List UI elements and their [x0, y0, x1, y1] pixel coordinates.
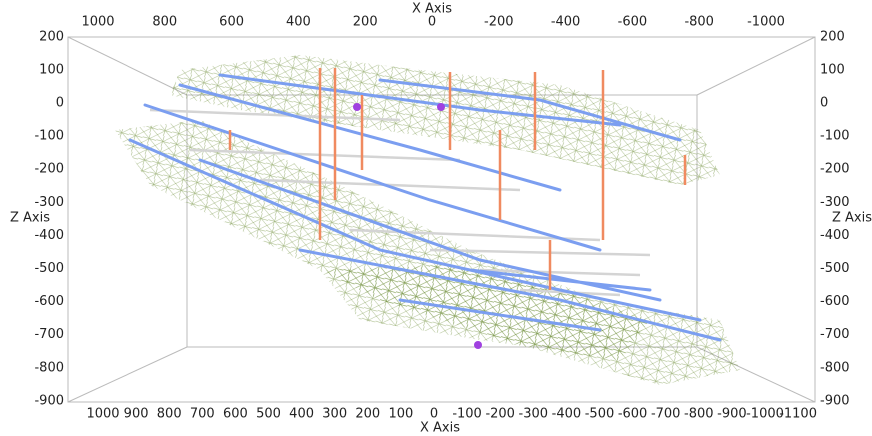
bottom-tick-label: 200: [355, 407, 380, 422]
bottom-tick-label: 400: [289, 407, 314, 422]
bottom-tick-label: -600: [618, 407, 648, 422]
right-tick-label: -300: [820, 195, 850, 210]
right-tick-label: 200: [820, 29, 845, 44]
top-axis-title: X Axis: [412, 2, 452, 17]
bottom-tick-label: 600: [223, 407, 248, 422]
bottom-tick-label: 100: [388, 407, 413, 422]
top-tick-label: -600: [618, 15, 648, 30]
left-tick-label: -500: [34, 261, 64, 276]
top-tick-label: -1000: [747, 15, 785, 30]
left-tick-label: 0: [56, 96, 64, 111]
right-axis-title: Z Axis: [832, 211, 872, 226]
bottom-tick-label: -900: [717, 407, 747, 422]
bottom-tick-label: -700: [651, 407, 681, 422]
grey-traces: [149, 108, 651, 297]
bottom-tick-label: -800: [684, 407, 714, 422]
bottom-tick-label: 1000: [86, 407, 119, 422]
bottom-tick-label: 300: [322, 407, 347, 422]
mesh: [115, 55, 740, 385]
left-tick-label: -800: [34, 360, 64, 375]
left-tick-label: -600: [34, 294, 64, 309]
bottom-tick-label: -300: [519, 407, 549, 422]
right-tick-label: 100: [820, 62, 845, 77]
right-tick-label: -200: [820, 162, 850, 177]
right-tick-label: -600: [820, 294, 850, 309]
bottom-tick-label: 700: [190, 407, 215, 422]
top-tick-label: 0: [428, 15, 436, 30]
top-tick-label: 1000: [81, 15, 114, 30]
top-tick-label: 200: [353, 15, 378, 30]
left-tick-label: -900: [34, 393, 64, 408]
top-tick-label: -400: [551, 15, 581, 30]
left-tick-label: -200: [34, 162, 64, 177]
top-tick-label: 600: [219, 15, 244, 30]
drillholes: [228, 68, 687, 290]
left-axis-title: Z Axis: [10, 211, 50, 226]
top-tick-label: 800: [152, 15, 177, 30]
left-tick-label: -300: [34, 195, 64, 210]
right-tick-label: 0: [820, 96, 828, 111]
left-tick-label: -400: [34, 228, 64, 243]
right-tick-label: -900: [820, 393, 850, 408]
left-tick-label: 100: [39, 62, 64, 77]
bottom-tick-label: -400: [552, 407, 582, 422]
markers: [353, 103, 482, 349]
bottom-tick-label: -100: [452, 407, 482, 422]
bottom-tick-label: 800: [157, 407, 182, 422]
bottom-tick-label: -1000: [746, 407, 784, 422]
bottom-tick-label: 500: [256, 407, 281, 422]
top-tick-label: 400: [286, 15, 311, 30]
right-tick-label: -100: [820, 129, 850, 144]
top-tick-label: -800: [684, 15, 714, 30]
left-tick-label: 200: [39, 29, 64, 44]
right-tick-label: -800: [820, 360, 850, 375]
left-tick-label: -700: [34, 327, 64, 342]
bottom-tick-label: -200: [485, 407, 515, 422]
blue-traces: [128, 73, 722, 342]
right-tick-label: -500: [820, 261, 850, 276]
bottom-axis-title: X Axis: [420, 421, 460, 436]
right-tick-label: -700: [820, 327, 850, 342]
bottom-tick-label: -1100: [779, 407, 817, 422]
right-tick-label: -400: [820, 228, 850, 243]
top-tick-label: -200: [484, 15, 514, 30]
bottom-tick-label: -500: [585, 407, 615, 422]
bottom-tick-label: 900: [124, 407, 149, 422]
bottom-tick-label: 0: [430, 407, 438, 422]
left-tick-label: -100: [34, 129, 64, 144]
